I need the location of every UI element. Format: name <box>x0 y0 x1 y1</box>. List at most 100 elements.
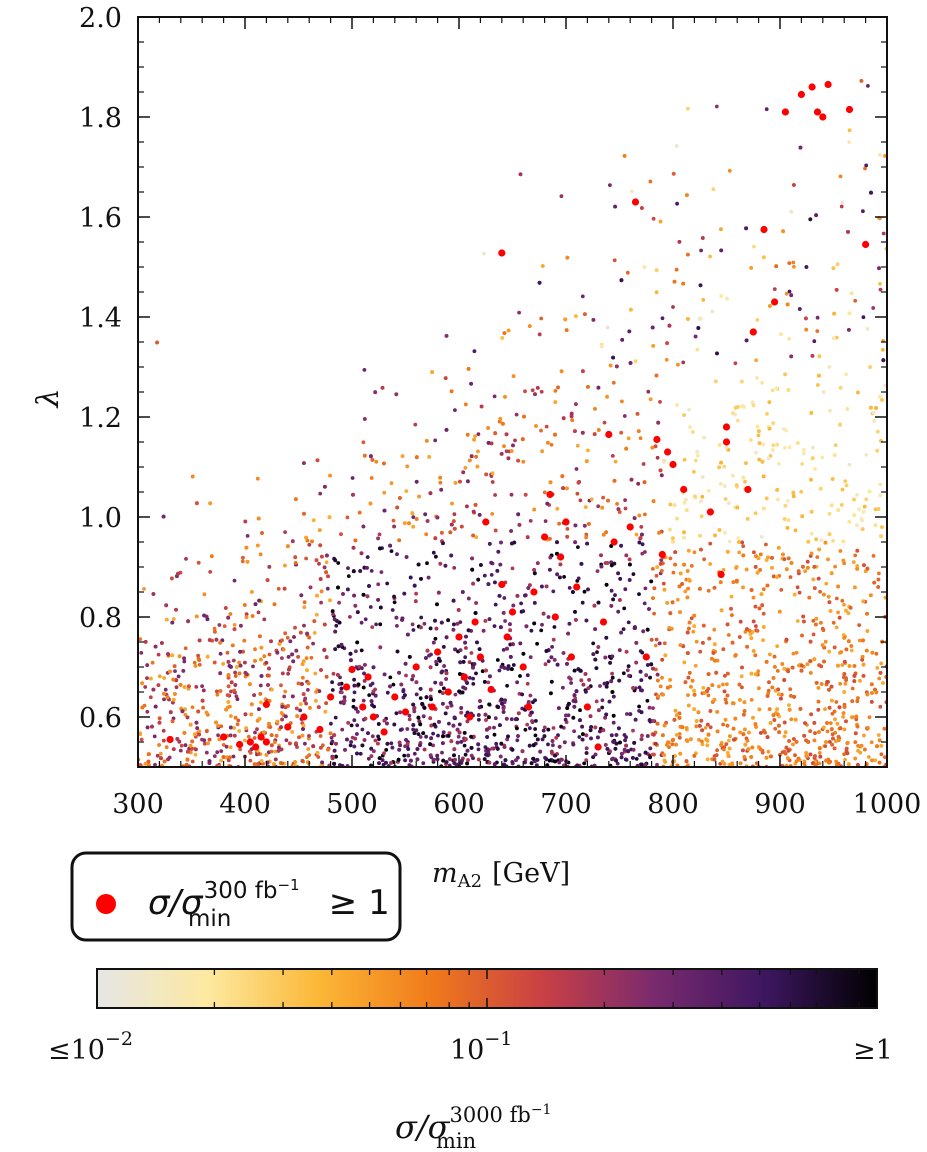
scatter-point <box>182 656 187 661</box>
scatter-point <box>246 734 251 739</box>
scatter-point <box>253 647 257 652</box>
scatter-point <box>814 622 818 627</box>
scatter-point <box>605 561 610 565</box>
scatter-point <box>835 262 840 267</box>
scatter-point <box>391 518 396 523</box>
scatter-point <box>283 689 288 694</box>
scatter-point <box>627 329 632 334</box>
scatter-point <box>401 689 406 694</box>
scatter-point <box>773 665 777 669</box>
scatter-point <box>865 566 870 571</box>
scatter-point <box>441 741 445 745</box>
scatter-point <box>385 690 390 695</box>
scatter-point <box>816 699 821 704</box>
scatter-point <box>831 620 836 625</box>
scatter-point <box>653 643 658 648</box>
scatter-point <box>316 705 321 709</box>
scatter-point <box>325 586 330 591</box>
scatter-point <box>300 682 304 686</box>
scatter-point <box>700 742 705 747</box>
scatter-point <box>809 411 814 415</box>
scatter-point <box>341 701 346 706</box>
scatter-point <box>753 565 758 569</box>
scatter-point <box>303 696 308 701</box>
scatter-point <box>557 521 561 526</box>
scatter-point <box>296 681 301 686</box>
scatter-point <box>798 707 803 711</box>
scatter-point <box>504 716 509 721</box>
scatter-point <box>812 339 817 344</box>
scatter-point <box>431 731 435 736</box>
scatter-point <box>328 598 332 603</box>
scatter-point <box>587 678 591 682</box>
scatter-point <box>626 620 631 625</box>
scatter-point <box>673 550 678 554</box>
scatter-point <box>419 577 423 581</box>
scatter-point <box>777 730 781 735</box>
scatter-point <box>476 757 481 762</box>
scatter-point <box>699 248 703 253</box>
scatter-point <box>741 748 745 753</box>
scatter-point <box>532 507 537 512</box>
scatter-point <box>757 707 762 712</box>
scatter-point <box>698 533 702 538</box>
scatter-point <box>272 740 277 745</box>
scatter-point <box>398 496 402 500</box>
scatter-point <box>660 657 665 662</box>
scatter-point <box>652 611 656 616</box>
scatter-point <box>728 734 732 738</box>
scatter-point <box>184 557 188 561</box>
scatter-point <box>787 336 792 341</box>
scatter-point <box>688 425 692 429</box>
scatter-point <box>233 683 238 687</box>
scatter-point <box>853 756 858 761</box>
scatter-point <box>745 644 749 649</box>
scatter-point <box>853 585 857 590</box>
scatter-point <box>310 539 314 544</box>
scatter-point <box>336 561 341 565</box>
scatter-point <box>232 688 237 693</box>
scatter-point <box>518 172 523 177</box>
scatter-point <box>819 664 824 669</box>
scatter-point <box>571 699 576 703</box>
scatter-point <box>320 760 324 765</box>
scatter-point <box>525 535 530 540</box>
scatter-point <box>529 628 534 633</box>
scatter-point <box>618 577 623 581</box>
scatter-point <box>366 756 371 761</box>
scatter-point <box>611 597 615 602</box>
scatter-point <box>611 694 616 699</box>
scatter-point <box>138 637 143 642</box>
scatter-point <box>561 416 566 421</box>
scatter-point <box>787 261 792 265</box>
scatter-point <box>835 762 839 767</box>
scatter-point <box>758 568 762 572</box>
scatter-point <box>378 605 383 610</box>
scatter-point <box>270 687 274 692</box>
scatter-point <box>653 741 658 746</box>
scatter-point <box>830 477 835 481</box>
scatter-point <box>533 733 538 738</box>
scatter-point <box>226 684 231 689</box>
scatter-point <box>875 429 880 434</box>
scatter-point <box>682 530 686 535</box>
scatter-point <box>801 564 805 569</box>
scatter-point <box>853 731 858 736</box>
scatter-point <box>844 608 848 613</box>
scatter-point <box>626 664 631 669</box>
scatter-point <box>469 651 474 655</box>
scatter-point <box>490 480 495 484</box>
scatter-point <box>461 470 466 475</box>
scatter-point <box>138 731 143 736</box>
scatter-point <box>474 454 478 459</box>
scatter-point <box>636 481 641 486</box>
scatter-point <box>221 743 226 747</box>
scatter-point <box>843 479 848 483</box>
scatter-point <box>440 669 445 674</box>
scatter-point <box>809 551 814 556</box>
scatter-point <box>834 700 839 704</box>
scatter-point <box>484 718 488 722</box>
scatter-point <box>877 266 881 271</box>
scatter-point <box>318 543 323 548</box>
scatter-point <box>485 727 489 732</box>
